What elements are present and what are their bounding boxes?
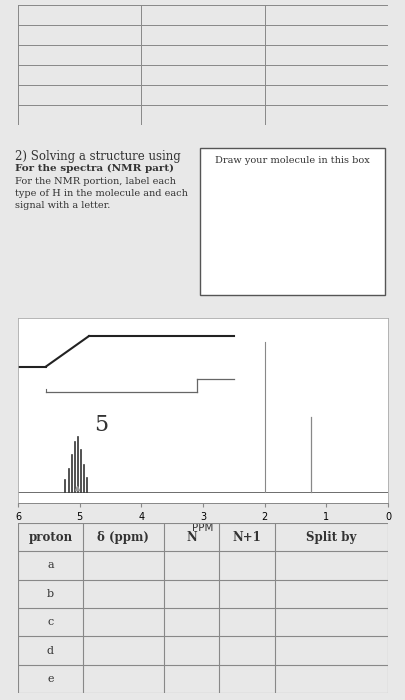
- Text: Draw your molecule in this box: Draw your molecule in this box: [215, 156, 369, 165]
- Text: d: d: [47, 645, 54, 655]
- Text: a: a: [47, 561, 53, 570]
- Text: type of H in the molecule and each: type of H in the molecule and each: [15, 189, 188, 198]
- Text: 2) Solving a structure using: 2) Solving a structure using: [15, 150, 180, 163]
- Text: Split by: Split by: [305, 531, 356, 544]
- X-axis label: PPM: PPM: [192, 524, 213, 533]
- Text: c: c: [47, 617, 53, 627]
- Bar: [200, 148, 384, 295]
- Text: δ (ppm): δ (ppm): [97, 531, 149, 544]
- Text: signal with a letter.: signal with a letter.: [15, 201, 110, 210]
- Text: N: N: [185, 531, 196, 544]
- Text: e: e: [47, 674, 53, 684]
- Text: b: b: [47, 589, 54, 598]
- Text: For the spectra (NMR part): For the spectra (NMR part): [15, 164, 174, 173]
- Text: N+1: N+1: [232, 531, 261, 544]
- Text: proton: proton: [28, 531, 72, 544]
- Text: For the NMR portion, label each: For the NMR portion, label each: [15, 177, 175, 186]
- Text: 5: 5: [94, 414, 108, 436]
